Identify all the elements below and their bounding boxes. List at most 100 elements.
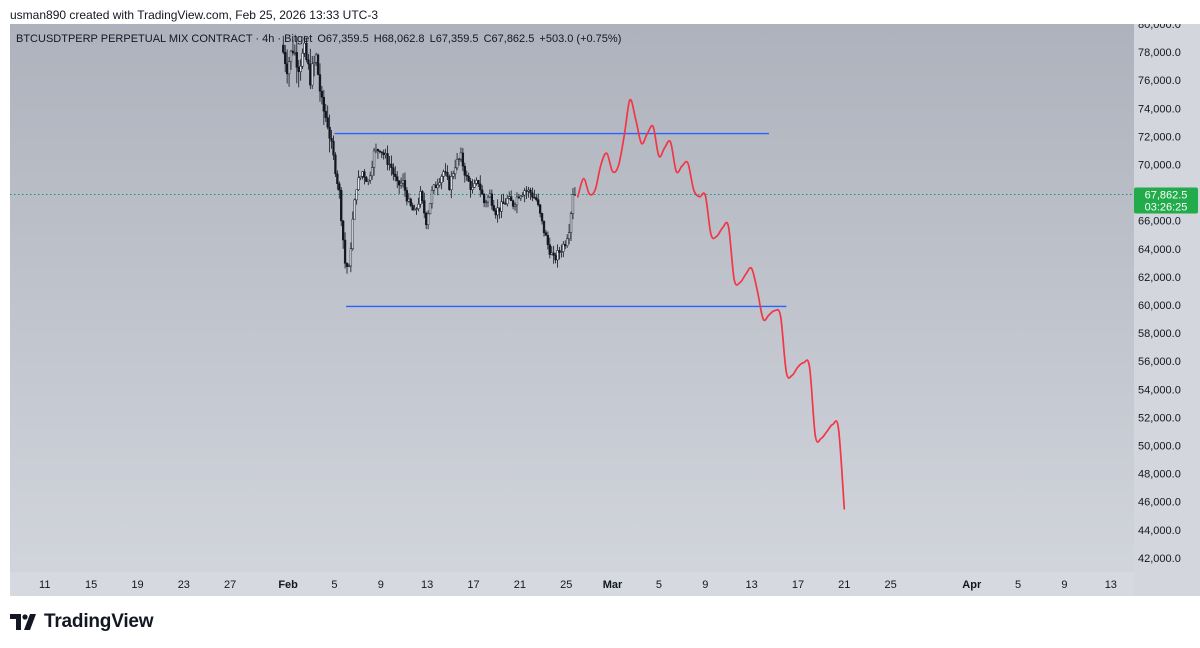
candle-body <box>548 244 551 255</box>
candle <box>372 147 376 176</box>
candle-body <box>558 250 561 253</box>
candle-body <box>498 207 501 212</box>
candle <box>353 198 356 220</box>
candle <box>467 172 470 182</box>
candle-body <box>341 220 345 241</box>
x-tick-label: 11 <box>39 579 50 591</box>
candle-body <box>384 153 387 156</box>
candle-body <box>519 195 522 199</box>
candle <box>523 187 526 203</box>
candle-body <box>504 203 507 205</box>
candle <box>338 181 341 199</box>
candle-body <box>398 180 401 186</box>
candle-body <box>506 198 509 205</box>
x-tick-label: 17 <box>792 579 804 591</box>
candle-body <box>374 149 378 152</box>
candle-body <box>564 243 567 247</box>
candle <box>322 89 325 125</box>
candle <box>316 53 320 76</box>
candle-body <box>523 190 526 196</box>
candle-body <box>311 63 314 86</box>
y-tick-label: 74,000.0 <box>1138 103 1181 115</box>
candle-body <box>426 213 430 226</box>
candle <box>287 57 291 87</box>
candle <box>562 241 565 258</box>
candle <box>411 202 414 211</box>
candle-body <box>552 252 555 256</box>
candle-body <box>467 175 470 182</box>
candle-body <box>357 177 360 190</box>
candle-body <box>417 203 420 209</box>
candle-body <box>399 182 403 186</box>
candle-body <box>448 176 451 190</box>
candle-body <box>370 167 374 177</box>
candle <box>369 171 372 184</box>
price-chart[interactable]: 42,000.0 44,000.0 46,000.0 48,000.0 50,000.0… <box>10 24 1200 596</box>
legend-high: H68,062.8 <box>373 33 425 45</box>
candle <box>540 212 544 225</box>
candle <box>334 152 337 178</box>
x-tick-label: 5 <box>331 579 337 591</box>
legend-symbol[interactable]: BTCUSDTPERP PERPETUAL MIX CONTRACT · 4h … <box>16 33 313 45</box>
candle-body <box>571 194 575 214</box>
candle <box>457 157 461 166</box>
candle-body <box>486 196 490 203</box>
y-tick-label: 64,000.0 <box>1138 244 1181 256</box>
candle-body <box>521 194 524 197</box>
candle-body <box>475 180 478 184</box>
candle-body <box>500 201 503 212</box>
candle-body <box>421 191 424 201</box>
candle <box>324 103 327 122</box>
candle <box>295 36 298 84</box>
candle-body <box>477 180 480 185</box>
candle-body <box>338 183 341 191</box>
candle-body <box>347 265 351 268</box>
candle-body <box>386 153 389 165</box>
candle <box>500 194 503 218</box>
candle <box>394 166 397 182</box>
candle-body <box>434 184 437 189</box>
candle-body <box>382 152 385 156</box>
legend-close: C67,862.5 <box>483 33 535 45</box>
y-tick-label: 48,000.0 <box>1138 469 1181 481</box>
candle <box>299 59 302 81</box>
x-tick-label: 19 <box>131 579 143 591</box>
candle-body <box>517 196 521 199</box>
symbol-legend[interactable]: BTCUSDTPERP PERPETUAL MIX CONTRACT · 4h … <box>16 33 623 45</box>
candle <box>479 175 482 198</box>
candle <box>531 187 534 202</box>
candle-body <box>307 59 310 65</box>
y-tick-label: 60,000.0 <box>1138 300 1181 312</box>
candle <box>450 171 453 199</box>
y-tick-label: 70,000.0 <box>1138 160 1181 172</box>
candle <box>560 244 563 258</box>
candle <box>378 150 381 154</box>
y-axis-strip[interactable] <box>1134 24 1200 596</box>
tradingview-brand[interactable]: TradingView <box>10 610 154 634</box>
candle-body <box>403 180 407 191</box>
candle-body <box>320 90 324 98</box>
x-tick-label: 9 <box>1061 579 1067 591</box>
candle <box>318 63 322 102</box>
candle <box>569 211 573 242</box>
x-axis-strip <box>10 572 1134 596</box>
candle <box>477 179 480 188</box>
candle <box>537 193 540 207</box>
y-tick-label: 62,000.0 <box>1138 272 1181 284</box>
candle-body <box>566 238 569 247</box>
candle-body <box>289 50 293 62</box>
candle <box>376 148 380 159</box>
candle-body <box>544 232 548 236</box>
candle <box>463 162 466 183</box>
candle-body <box>423 200 426 214</box>
chart-pane[interactable]: 42,000.0 44,000.0 46,000.0 48,000.0 50,000.0… <box>10 24 1200 596</box>
candle <box>351 211 354 251</box>
x-tick-label: 21 <box>838 579 850 591</box>
candle <box>492 200 495 212</box>
candle <box>552 245 555 264</box>
candle <box>438 177 441 188</box>
candle <box>566 234 569 248</box>
candle <box>415 207 418 215</box>
candle-body <box>349 248 353 267</box>
projection-path[interactable] <box>576 98 846 510</box>
